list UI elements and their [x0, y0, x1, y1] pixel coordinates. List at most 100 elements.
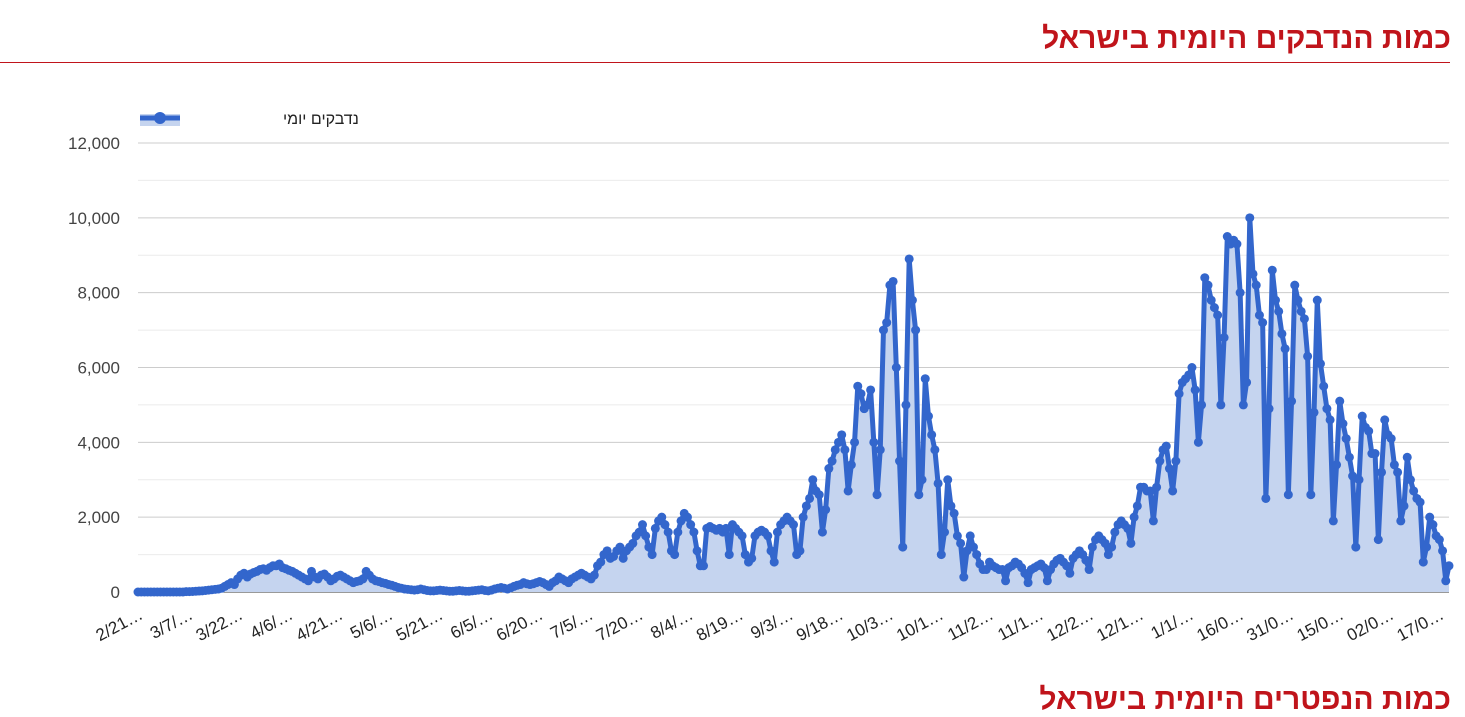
data-point	[747, 553, 757, 563]
data-point	[952, 531, 962, 541]
data-point	[830, 445, 840, 455]
data-point	[1277, 329, 1287, 339]
y-tick-label: 4,000	[77, 433, 120, 452]
data-point	[795, 546, 805, 556]
data-point	[1351, 542, 1361, 552]
x-tick-label: 5/6/…	[347, 605, 396, 643]
data-point	[1129, 512, 1139, 522]
data-point	[1190, 385, 1200, 395]
data-point	[1174, 389, 1184, 399]
data-point	[1425, 512, 1435, 522]
data-point	[968, 542, 978, 552]
legend: נדבקים יומי	[140, 111, 359, 128]
x-tick-label: 9/18…	[793, 605, 846, 645]
data-point	[1168, 486, 1178, 496]
data-point	[670, 550, 680, 560]
data-point	[946, 501, 956, 511]
data-point	[1203, 280, 1213, 290]
y-tick-label: 0	[111, 583, 120, 602]
data-point	[1328, 516, 1338, 526]
data-point	[1148, 516, 1158, 526]
data-point	[637, 520, 647, 530]
y-tick-label: 2,000	[77, 508, 120, 527]
data-point	[914, 490, 924, 500]
data-point	[933, 478, 943, 488]
data-point	[1280, 344, 1290, 354]
data-point	[1267, 265, 1277, 275]
data-point	[878, 325, 888, 335]
data-point	[1393, 467, 1403, 477]
data-point	[1232, 239, 1242, 249]
data-point	[1238, 400, 1248, 410]
data-point	[1373, 535, 1383, 545]
data-point	[814, 490, 824, 500]
data-point	[817, 527, 827, 537]
x-tick-label: 2/21…	[93, 605, 146, 645]
data-point	[837, 430, 847, 440]
x-tick-label: 7/5/…	[547, 605, 596, 643]
data-point	[763, 531, 773, 541]
data-point	[596, 557, 606, 567]
data-point	[1415, 497, 1425, 507]
data-point	[895, 456, 905, 466]
data-point	[1441, 576, 1451, 586]
data-point	[1254, 310, 1264, 320]
x-tick-label: 12/2…	[1043, 605, 1096, 645]
y-axis-ticks: 0 2,000 4,000 6,000 8,000 10,000 12,000	[68, 134, 120, 602]
data-point	[644, 542, 654, 552]
data-point	[641, 531, 651, 541]
data-point	[875, 445, 885, 455]
data-point	[789, 520, 798, 530]
data-point	[943, 475, 953, 485]
data-point	[1438, 546, 1448, 556]
data-point	[1164, 464, 1174, 474]
data-point	[1161, 441, 1171, 451]
data-point	[866, 385, 876, 395]
data-point	[1001, 576, 1011, 586]
data-point	[1386, 434, 1396, 444]
x-tick-label: 16/0…	[1194, 605, 1247, 645]
data-point	[1200, 273, 1210, 283]
x-tick-label: 8/4/…	[647, 605, 696, 643]
x-tick-label: 10/3…	[843, 605, 896, 645]
y-tick-label: 8,000	[77, 284, 120, 303]
data-point	[805, 493, 815, 503]
data-point	[657, 512, 667, 522]
data-point	[843, 486, 853, 496]
data-point	[1409, 486, 1419, 496]
data-point	[1290, 280, 1300, 290]
y-tick-label: 10,000	[68, 209, 120, 228]
data-point	[1264, 404, 1274, 414]
data-point	[1023, 578, 1033, 588]
data-point	[1344, 452, 1354, 462]
data-point	[1248, 269, 1258, 279]
data-point	[1084, 565, 1094, 575]
data-point	[1081, 555, 1091, 565]
data-point	[1270, 295, 1280, 305]
data-point	[1065, 568, 1075, 578]
data-point	[772, 527, 782, 537]
x-tick-label: 17/0…	[1394, 605, 1447, 645]
y-tick-label: 6,000	[77, 359, 120, 378]
data-point	[1434, 535, 1444, 545]
x-tick-label: 1/1/…	[1148, 605, 1197, 643]
data-point	[1422, 542, 1432, 552]
data-point	[1123, 523, 1133, 533]
data-point	[1299, 314, 1309, 324]
data-point	[1306, 490, 1316, 500]
data-point	[1258, 318, 1268, 328]
data-point	[1364, 426, 1374, 436]
data-point	[1235, 288, 1245, 298]
data-point	[1402, 452, 1412, 462]
data-point	[1428, 520, 1438, 530]
data-point	[959, 572, 969, 582]
data-point	[898, 542, 908, 552]
data-point	[972, 550, 982, 560]
x-tick-label: 4/6/…	[247, 605, 296, 643]
x-tick-label: 6/5/…	[447, 605, 496, 643]
data-point	[940, 527, 950, 537]
y-tick-label: 12,000	[68, 134, 120, 153]
data-point	[673, 527, 683, 537]
data-point	[872, 490, 882, 500]
data-point	[1126, 538, 1136, 548]
